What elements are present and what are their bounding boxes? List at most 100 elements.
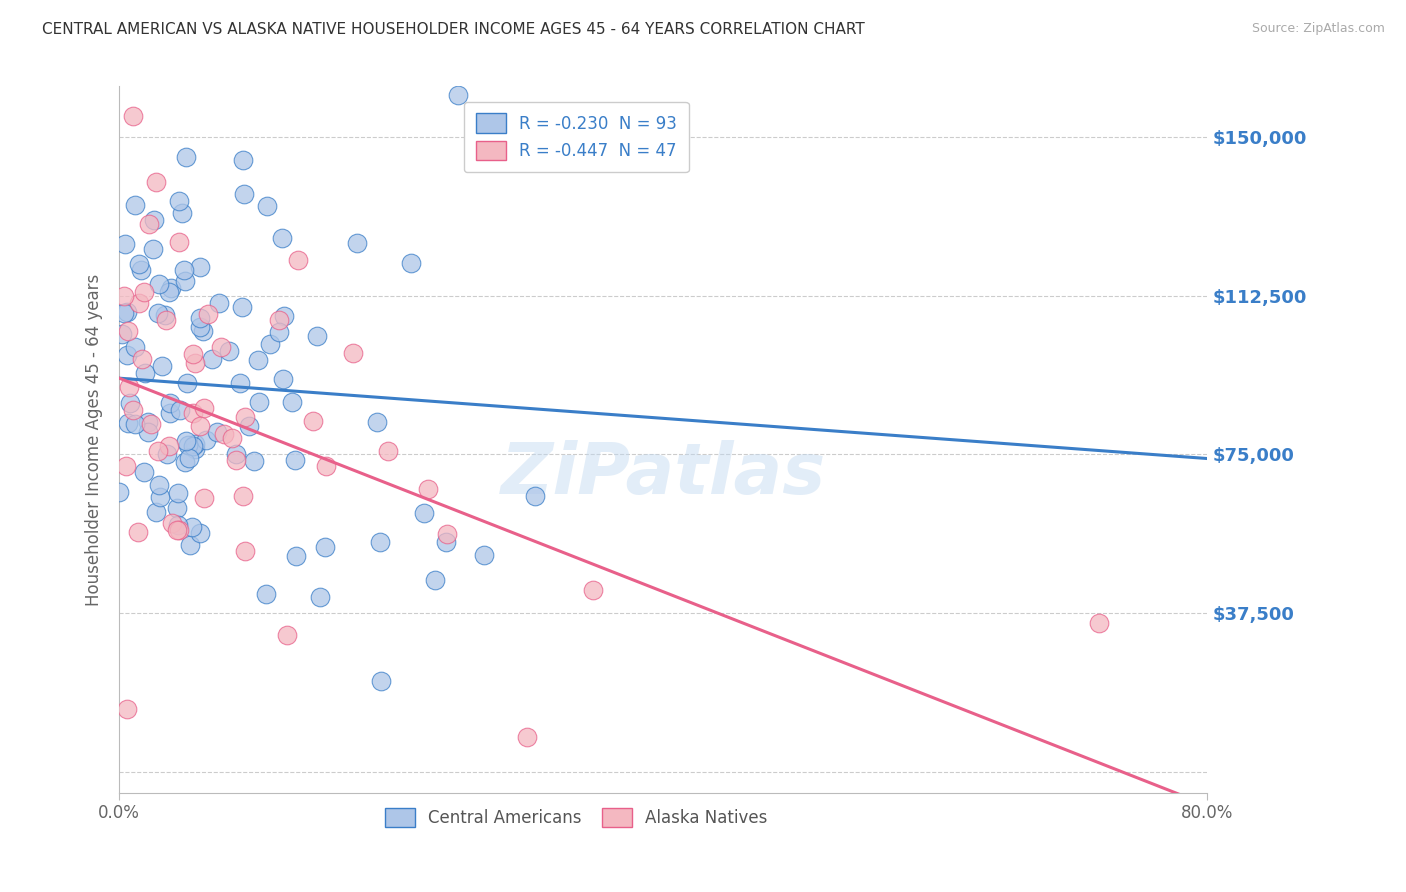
Text: CENTRAL AMERICAN VS ALASKA NATIVE HOUSEHOLDER INCOME AGES 45 - 64 YEARS CORRELAT: CENTRAL AMERICAN VS ALASKA NATIVE HOUSEH…	[42, 22, 865, 37]
Point	[166, 501, 188, 516]
Point	[267, 325, 290, 339]
Point	[228, 376, 250, 390]
Point	[145, 505, 167, 519]
Point	[238, 418, 260, 433]
Point	[242, 453, 264, 467]
Point	[193, 324, 215, 338]
Point	[112, 289, 135, 303]
Point	[523, 489, 546, 503]
Point	[194, 433, 217, 447]
Point	[157, 285, 180, 300]
Point	[209, 340, 232, 354]
Point	[124, 198, 146, 212]
Point	[267, 312, 290, 326]
Point	[176, 376, 198, 390]
Point	[181, 347, 204, 361]
Point	[156, 447, 179, 461]
Point	[173, 263, 195, 277]
Point	[118, 380, 141, 394]
Point	[128, 296, 150, 310]
Point	[1087, 615, 1109, 630]
Point	[138, 425, 160, 440]
Point	[233, 187, 256, 202]
Point	[173, 455, 195, 469]
Point	[412, 506, 434, 520]
Point	[447, 87, 470, 102]
Point	[160, 281, 183, 295]
Point	[273, 309, 295, 323]
Point	[169, 403, 191, 417]
Point	[212, 426, 235, 441]
Point	[166, 523, 188, 537]
Point	[159, 396, 181, 410]
Point	[284, 453, 307, 467]
Point	[183, 437, 205, 451]
Point	[314, 540, 336, 554]
Point	[177, 437, 200, 451]
Point	[423, 574, 446, 588]
Point	[117, 416, 139, 430]
Point	[270, 230, 292, 244]
Point	[188, 311, 211, 326]
Point	[115, 701, 138, 715]
Point	[114, 237, 136, 252]
Point	[271, 371, 294, 385]
Y-axis label: Householder Income Ages 45 - 64 years: Householder Income Ages 45 - 64 years	[86, 273, 103, 606]
Point	[208, 296, 231, 310]
Point	[153, 309, 176, 323]
Point	[134, 285, 156, 299]
Point	[188, 320, 211, 334]
Point	[134, 465, 156, 479]
Point	[160, 516, 183, 530]
Point	[235, 409, 257, 424]
Point	[143, 213, 166, 227]
Point	[167, 524, 190, 538]
Point	[233, 544, 256, 558]
Point	[149, 491, 172, 505]
Point	[197, 307, 219, 321]
Point	[166, 486, 188, 500]
Point	[180, 520, 202, 534]
Point	[114, 458, 136, 473]
Point	[231, 301, 253, 315]
Point	[117, 348, 139, 362]
Point	[231, 489, 253, 503]
Point	[370, 673, 392, 688]
Point	[416, 483, 439, 497]
Point	[342, 346, 364, 360]
Point	[121, 402, 143, 417]
Point	[472, 548, 495, 562]
Point	[221, 431, 243, 445]
Point	[181, 406, 204, 420]
Point	[115, 305, 138, 319]
Point	[111, 326, 134, 341]
Point	[141, 417, 163, 431]
Point	[177, 451, 200, 466]
Point	[285, 549, 308, 563]
Point	[308, 591, 330, 605]
Point	[131, 352, 153, 367]
Point	[377, 443, 399, 458]
Point	[157, 439, 180, 453]
Point	[134, 366, 156, 380]
Point	[302, 414, 325, 428]
Point	[201, 352, 224, 367]
Legend: Central Americans, Alaska Natives: Central Americans, Alaska Natives	[378, 801, 775, 834]
Point	[170, 206, 193, 220]
Point	[582, 582, 605, 597]
Point	[128, 257, 150, 271]
Point	[188, 419, 211, 434]
Point	[281, 395, 304, 409]
Point	[174, 150, 197, 164]
Point	[287, 253, 309, 268]
Point	[121, 109, 143, 123]
Point	[193, 401, 215, 415]
Point	[124, 417, 146, 431]
Point	[225, 453, 247, 467]
Point	[315, 459, 337, 474]
Point	[184, 442, 207, 456]
Point	[434, 534, 457, 549]
Point	[188, 260, 211, 274]
Point	[184, 356, 207, 370]
Point	[181, 440, 204, 454]
